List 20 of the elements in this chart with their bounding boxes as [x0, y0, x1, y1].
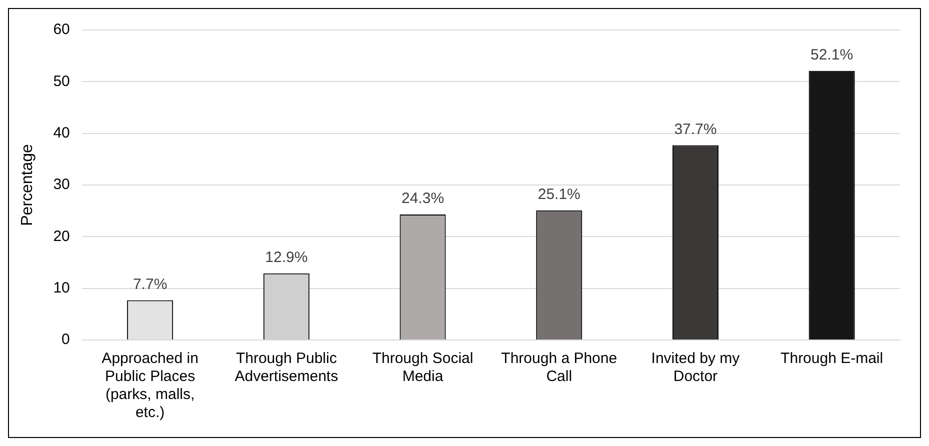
- data-label: 25.1%: [538, 186, 580, 203]
- x-tick-label: Approached in Public Places (parks, malls, etc.): [102, 350, 198, 422]
- x-tick-label: Through Public Advertisements: [234, 350, 338, 386]
- y-tick-label: 0: [62, 331, 70, 348]
- data-label: 37.7%: [674, 120, 717, 138]
- x-tick-label: Through a Phone Call: [501, 350, 618, 386]
- y-tick-label: 10: [53, 279, 70, 296]
- data-label: 7.7%: [132, 276, 168, 293]
- data-label: 12.9%: [265, 248, 308, 266]
- y-tick-label: 50: [53, 72, 70, 90]
- y-tick-label: 60: [53, 21, 70, 38]
- data-label: 24.3%: [401, 190, 444, 208]
- data-label: 52.1%: [810, 46, 854, 64]
- x-tick-label: Through E-mail: [780, 350, 884, 368]
- x-tick-label: Through Social Media: [372, 350, 474, 386]
- y-tick-label: 30: [53, 176, 70, 194]
- x-tick-label: Invited by my Doctor: [651, 350, 740, 386]
- y-tick-label: 20: [53, 228, 70, 245]
- y-axis-title: Percentage: [19, 144, 36, 226]
- y-tick-label: 40: [53, 124, 70, 142]
